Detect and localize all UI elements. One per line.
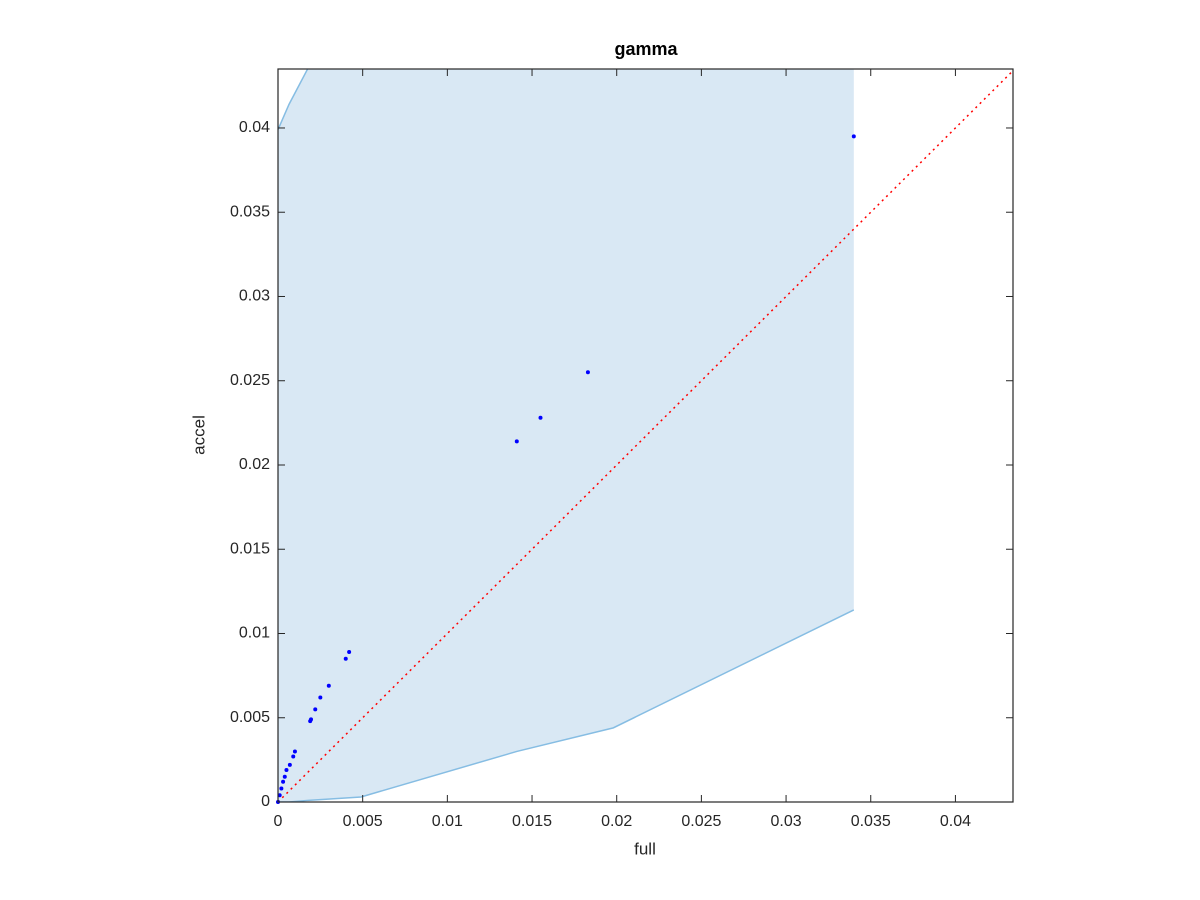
- y-tick-label: 0.02: [239, 456, 270, 473]
- x-tick-label: 0.005: [343, 813, 383, 830]
- reference-line: [278, 70, 1013, 802]
- scatter-point: [292, 749, 297, 754]
- scatter-point: [326, 683, 331, 688]
- scatter-point: [287, 762, 292, 767]
- scatter-point: [308, 719, 313, 724]
- y-tick-label: 0.025: [230, 372, 270, 389]
- scatter-point: [281, 779, 286, 784]
- x-tick-label: 0.01: [432, 813, 463, 830]
- scatter-point: [318, 695, 323, 700]
- band-upper-edge: [278, 69, 309, 130]
- x-tick-label: 0.025: [681, 813, 721, 830]
- plot-area: [278, 69, 1013, 802]
- x-tick-label: 0.04: [940, 813, 971, 830]
- y-tick-label: 0.01: [239, 625, 270, 642]
- y-tick-label: 0.015: [230, 540, 270, 557]
- scatter-point: [291, 754, 296, 759]
- scatter-point: [282, 774, 287, 779]
- scatter-point: [347, 650, 352, 655]
- y-tick-label: 0: [261, 793, 270, 810]
- x-axis-label: full: [634, 839, 656, 858]
- scatter-point: [343, 656, 348, 661]
- x-tick-label: 0: [274, 813, 283, 830]
- scatter-point: [277, 793, 282, 798]
- scatter-point: [538, 415, 543, 420]
- scatter-point: [585, 370, 590, 375]
- x-tick-label: 0.03: [770, 813, 801, 830]
- scatter-point: [851, 134, 856, 139]
- scatter-point: [514, 439, 519, 444]
- chart-title: gamma: [614, 39, 678, 59]
- axes-box: [277, 68, 1014, 803]
- scatter-point: [313, 707, 318, 712]
- y-tick-label: 0.03: [239, 288, 270, 305]
- scatter-point: [284, 767, 289, 772]
- x-tick-label: 0.015: [512, 813, 552, 830]
- band-fill: [278, 69, 854, 802]
- y-tick-label: 0.035: [230, 203, 270, 220]
- y-tick-label: 0.005: [230, 709, 270, 726]
- band-lower-edge: [278, 609, 855, 802]
- scatter-point: [279, 786, 284, 791]
- x-tick-label: 0.02: [601, 813, 632, 830]
- x-tick-label: 0.035: [851, 813, 891, 830]
- y-axis-label: accel: [189, 415, 208, 455]
- y-tick-label: 0.04: [239, 119, 270, 136]
